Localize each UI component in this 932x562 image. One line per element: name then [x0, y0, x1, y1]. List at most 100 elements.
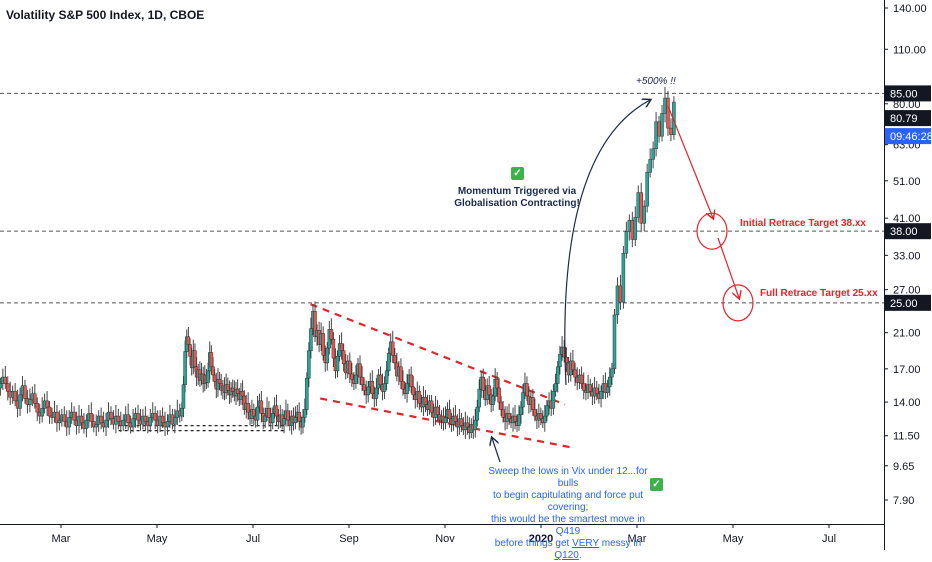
- momentum-line-2: Globalisation Contracting!: [454, 198, 580, 209]
- candle-body: [183, 351, 187, 385]
- candle-body: [350, 373, 354, 380]
- y-tick-label: 11.50: [893, 431, 920, 443]
- candle-body: [121, 419, 126, 426]
- candle-body: [393, 355, 397, 364]
- price-label-low: 25.00: [890, 298, 918, 310]
- candle-body: [57, 419, 62, 424]
- candle-body: [131, 418, 135, 428]
- sweep-arrow: [492, 438, 501, 463]
- candle-body: [459, 418, 464, 426]
- momentum-arrow: [564, 100, 650, 386]
- candles: [0, 86, 676, 440]
- candle-body: [447, 409, 452, 420]
- momentum-line-1: Momentum Triggered via: [457, 186, 577, 197]
- candle-body: [562, 346, 566, 358]
- candle-body: [465, 422, 470, 428]
- candle-body: [612, 314, 617, 370]
- candle-body: [386, 353, 391, 372]
- candle-body: [180, 408, 184, 417]
- candle-body: [47, 406, 52, 417]
- candle-body: [370, 381, 375, 394]
- candle-body: [555, 366, 560, 384]
- price-label-top: 85.00: [890, 88, 918, 100]
- price-label-mid: 38.00: [890, 226, 918, 238]
- candle-body: [423, 397, 428, 405]
- candle-body: [654, 121, 658, 150]
- candle-body: [581, 383, 586, 391]
- momentum-annotation: Momentum Triggered via Globalisation Con…: [442, 186, 592, 210]
- candle-body: [62, 414, 67, 422]
- candle-body: [553, 383, 558, 392]
- x-tick-label: Sep: [339, 533, 359, 545]
- candle-body: [325, 347, 330, 364]
- candle-body: [263, 415, 267, 422]
- candle-body: [255, 406, 260, 421]
- initial-target-label: Initial Retrace Target 38.xx: [740, 218, 866, 229]
- y-tick-label: 33.00: [893, 250, 921, 262]
- candle-body: [411, 386, 415, 396]
- candle-body: [252, 409, 256, 417]
- lower-trendline: [319, 397, 575, 450]
- candle-body: [305, 377, 309, 410]
- candle-body: [639, 192, 643, 224]
- candle-body: [259, 400, 264, 414]
- candle-body: [148, 417, 153, 426]
- check-icon-2: ✓: [650, 478, 663, 491]
- candle-body: [491, 395, 495, 405]
- x-tick-label: Jul: [822, 533, 836, 545]
- candle-body: [521, 392, 525, 408]
- candle-body: [495, 378, 499, 389]
- candle-body: [615, 285, 620, 316]
- candle-body: [588, 384, 592, 392]
- candle-body: [211, 366, 215, 376]
- y-tick-label: 14.00: [893, 397, 921, 409]
- candle-body: [335, 355, 340, 372]
- candle-body: [104, 419, 108, 428]
- candle-body: [487, 385, 491, 396]
- x-tick-label: Mar: [52, 533, 71, 545]
- x-tick-label: Jul: [246, 533, 260, 545]
- initial-retrace-arrow: [667, 105, 713, 218]
- candle-body: [209, 352, 214, 368]
- candle-body: [293, 417, 298, 424]
- candle-body: [648, 159, 652, 173]
- sweep-line-4c: messy in: [601, 538, 642, 549]
- candle-body: [297, 411, 301, 422]
- y-tick-label: 41.00: [893, 213, 921, 225]
- candle-body: [286, 410, 290, 421]
- sweep-very: VERY: [572, 538, 599, 549]
- candle-body: [558, 354, 562, 368]
- candle-body: [571, 360, 575, 371]
- y-tick-label: 9.65: [893, 461, 914, 473]
- candle-body: [443, 417, 448, 424]
- candle-body: [212, 374, 217, 382]
- y-tick-label: 17.00: [893, 364, 921, 376]
- price-label-low-bg: [885, 294, 931, 311]
- time-label-bg: [885, 128, 931, 145]
- pct-annotation: +500% !!: [636, 76, 676, 87]
- candle-body: [153, 413, 157, 421]
- candle-body: [573, 369, 577, 378]
- candle-body: [627, 220, 632, 232]
- candle-body: [594, 387, 599, 394]
- candle-body: [67, 417, 71, 428]
- candle-body: [417, 391, 422, 404]
- candle-body: [270, 413, 275, 424]
- price-axis: 7.90 9.65 11.50 14.00 17.00 21.00 27.00 33.00 41…: [884, 0, 932, 550]
- candle-body: [382, 383, 387, 392]
- candle-body: [513, 415, 517, 422]
- candle-body: [331, 339, 336, 359]
- candle-body: [6, 383, 10, 392]
- candle-body: [366, 386, 370, 396]
- candle-body: [143, 415, 148, 422]
- candle-body: [384, 370, 389, 384]
- x-tick-label: May: [147, 533, 168, 545]
- sweep-line-1: Sweep the lows in Vix under 12...for bul…: [488, 466, 648, 489]
- candle-body: [193, 350, 197, 368]
- candle-body: [545, 405, 549, 417]
- sweep-line-4e: .: [578, 550, 582, 561]
- candle-body: [309, 328, 313, 351]
- candle-body: [165, 421, 170, 428]
- candle-body: [160, 415, 165, 424]
- candle-body: [18, 394, 22, 409]
